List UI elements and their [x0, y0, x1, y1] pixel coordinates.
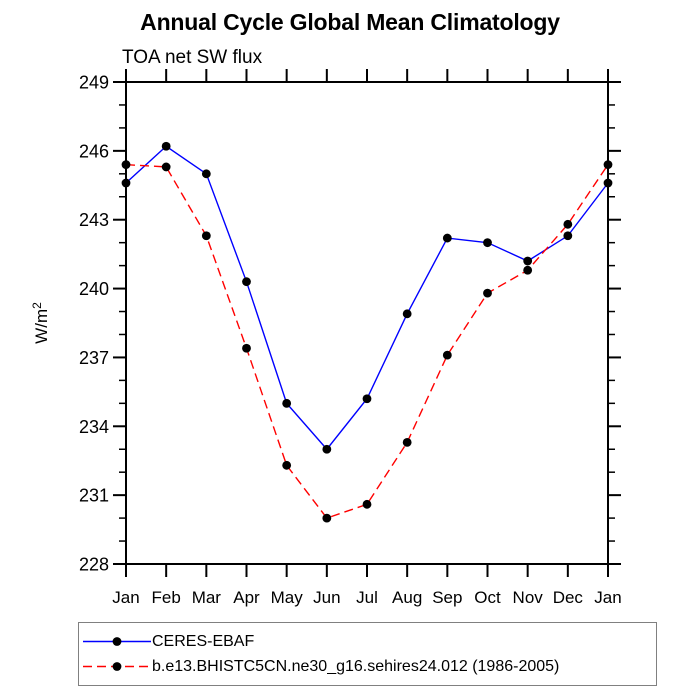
- x-tick-label: May: [271, 588, 304, 607]
- y-tick-label: 249: [79, 73, 109, 93]
- data-point: [121, 178, 131, 188]
- data-point: [402, 309, 412, 319]
- data-point: [322, 513, 332, 523]
- legend-label-ceres-ebaf: CERES-EBAF: [152, 632, 255, 650]
- data-point: [603, 178, 613, 188]
- x-tick-label: Feb: [152, 588, 181, 607]
- chart-subtitle: TOA net SW flux: [122, 47, 263, 68]
- data-point: [201, 169, 211, 179]
- x-tick-label: Aug: [392, 588, 422, 607]
- legend-box: CERES-EBAF b.e13.BHISTC5CN.ne30_g16.sehi…: [78, 622, 657, 686]
- x-tick-label: Dec: [553, 588, 584, 607]
- data-point: [282, 460, 292, 470]
- data-point: [242, 343, 251, 353]
- series-line-0: [125, 145, 609, 451]
- legend-label-model: b.e13.BHISTC5CN.ne30_g16.sehires24.012 (…: [152, 657, 560, 675]
- data-point: [442, 233, 452, 243]
- x-tick-label: Sep: [432, 588, 462, 607]
- data-point: [161, 141, 171, 151]
- data-point: [242, 277, 251, 287]
- legend-sample-solid-line: [83, 637, 151, 646]
- x-tick-label: Jan: [112, 588, 139, 607]
- data-point: [322, 444, 332, 454]
- y-tick-label: 243: [79, 210, 109, 230]
- data-point: [282, 398, 292, 408]
- y-tick-label: 237: [79, 348, 109, 368]
- x-tick-label: Oct: [474, 588, 501, 607]
- data-point: [201, 231, 211, 241]
- x-tick-label: Nov: [513, 588, 544, 607]
- data-point: [362, 394, 372, 404]
- x-tick-label: Apr: [233, 588, 260, 607]
- y-tick-label: 240: [79, 279, 109, 299]
- chart-title: Annual Cycle Global Mean Climatology: [140, 9, 560, 35]
- data-point: [362, 499, 372, 509]
- data-point: [563, 219, 573, 229]
- legend-marker-dot: [112, 637, 122, 646]
- x-tick-label: Mar: [192, 588, 222, 607]
- data-point: [121, 160, 131, 170]
- plot-frame: [125, 81, 609, 565]
- data-point: [603, 160, 613, 170]
- y-tick-label: 246: [79, 141, 109, 161]
- data-point: [523, 265, 533, 275]
- data-point: [402, 437, 412, 447]
- legend-sample-dashed-line: [83, 662, 151, 671]
- data-point: [161, 162, 171, 172]
- data-point: [523, 256, 533, 266]
- legend-item-ceres-ebaf: CERES-EBAF: [82, 631, 656, 653]
- x-tick-label: Jun: [313, 588, 340, 607]
- x-tick-label: Jul: [356, 588, 378, 607]
- y-tick-label: 231: [79, 486, 109, 506]
- data-point: [483, 238, 492, 248]
- y-tick-label: 228: [79, 555, 109, 575]
- y-axis-title: W/m2: [30, 302, 51, 344]
- legend-marker-dot: [112, 662, 122, 671]
- y-tick-label: 234: [79, 417, 109, 437]
- legend-item-model: b.e13.BHISTC5CN.ne30_g16.sehires24.012 (…: [82, 656, 656, 678]
- data-point: [483, 288, 492, 298]
- data-point: [563, 231, 573, 241]
- series-line-1: [125, 163, 609, 519]
- x-tick-label: Jan: [594, 588, 621, 607]
- data-point: [442, 350, 452, 360]
